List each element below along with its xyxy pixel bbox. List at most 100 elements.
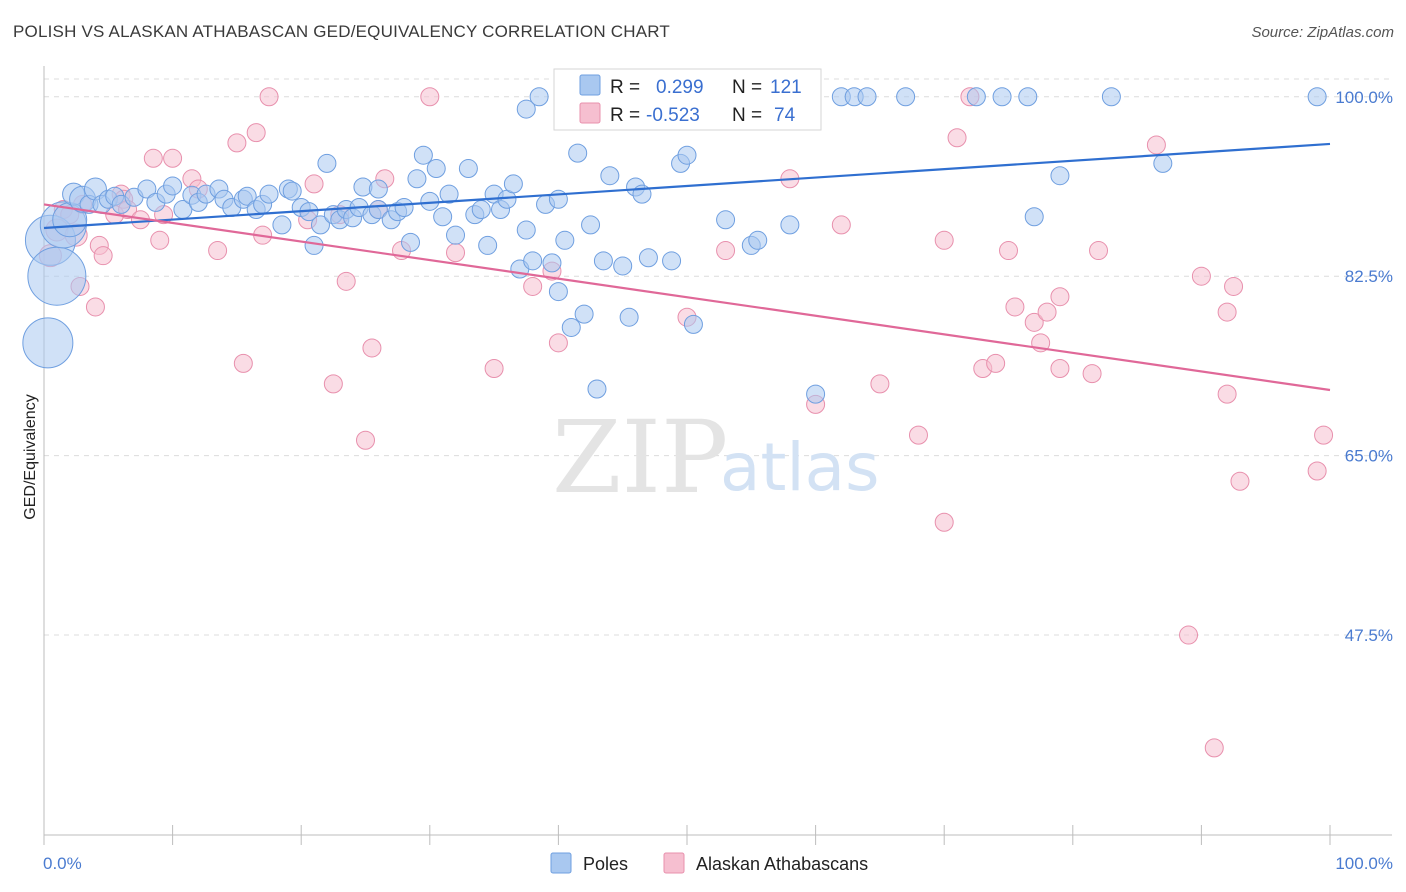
point-athabascans-72 xyxy=(1307,461,1327,481)
point-poles-29 xyxy=(259,184,279,204)
point-poles-95 xyxy=(716,210,736,230)
point-athabascans-42 xyxy=(548,333,568,353)
point-poles-104 xyxy=(966,87,986,107)
y-axis-title: GED/Equivalency xyxy=(22,394,39,519)
point-athabascans-23 xyxy=(233,353,253,373)
point-athabascans-65 xyxy=(1179,625,1199,645)
watermark: ZIP atlas xyxy=(552,399,880,516)
point-poles-73 xyxy=(548,282,568,302)
point-athabascans-29 xyxy=(323,374,343,394)
point-poles-52 xyxy=(413,145,433,165)
point-athabascans-56 xyxy=(1005,297,1025,317)
point-poles-109 xyxy=(1153,153,1173,173)
stats-n-label-poles: N = xyxy=(732,77,762,98)
point-poles-99 xyxy=(806,384,826,404)
point-poles-98 xyxy=(780,215,800,235)
stats-legend: R = 0.299 N = 121 R = -0.523 N = 74 xyxy=(553,68,822,131)
point-athabascans-18 xyxy=(163,148,183,168)
point-athabascans-40 xyxy=(523,276,543,296)
point-poles-78 xyxy=(574,304,594,324)
point-poles-110 xyxy=(1024,207,1044,227)
point-poles-51 xyxy=(407,169,427,189)
bottom-legend: Poles Alaskan Athabascans xyxy=(550,852,868,874)
point-poles-30 xyxy=(272,215,292,235)
point-poles-56 xyxy=(439,184,459,204)
point-poles-35 xyxy=(304,235,324,255)
point-poles-87 xyxy=(638,248,658,268)
point-athabascans-70 xyxy=(1224,276,1244,296)
point-athabascans-66 xyxy=(1191,266,1211,286)
point-poles-76 xyxy=(561,317,581,337)
point-poles-84 xyxy=(619,307,639,327)
point-athabascans-22 xyxy=(227,133,247,153)
legend-label-poles: Poles xyxy=(583,854,628,874)
point-poles-69 xyxy=(516,99,536,119)
trend-line-athabascans xyxy=(43,203,1331,392)
point-athabascans-31 xyxy=(336,271,356,291)
point-athabascans-49 xyxy=(908,425,928,445)
point-poles-81 xyxy=(593,251,613,271)
point-athabascans-33 xyxy=(362,338,382,358)
point-poles-77 xyxy=(568,143,588,163)
series-poles-points xyxy=(22,87,1327,404)
point-athabascans-44 xyxy=(716,241,736,261)
x-tick-label-0: 0.0% xyxy=(43,854,82,873)
watermark-atlas: atlas xyxy=(720,429,880,506)
point-poles-70 xyxy=(529,87,549,107)
point-athabascans-38 xyxy=(446,243,466,263)
point-poles-92 xyxy=(677,145,697,165)
point-athabascans-24 xyxy=(246,123,266,143)
stats-r-value-poles: 0.299 xyxy=(656,77,704,98)
legend-swatch-poles xyxy=(550,852,572,874)
y-tick-label-2: 82.5% xyxy=(1345,267,1393,286)
point-poles-108 xyxy=(1101,87,1121,107)
point-poles-89 xyxy=(662,251,682,271)
point-poles-93 xyxy=(683,314,703,334)
point-athabascans-69 xyxy=(1217,302,1237,322)
point-athabascans-51 xyxy=(934,230,954,250)
point-athabascans-71 xyxy=(1230,471,1250,491)
tick-labels: 47.5% 65.0% 82.5% 100.0% 0.0% 100.0% xyxy=(43,88,1393,873)
stats-r-label-poles: R = xyxy=(610,77,640,98)
point-poles-107 xyxy=(1050,166,1070,186)
point-athabascans-60 xyxy=(1050,358,1070,378)
point-poles-105 xyxy=(992,87,1012,107)
point-poles-80 xyxy=(587,379,607,399)
source-label: Source: ZipAtlas.com xyxy=(1251,24,1394,41)
point-poles-102 xyxy=(857,87,877,107)
point-poles-58 xyxy=(458,159,478,179)
y-tick-label-1: 65.0% xyxy=(1345,447,1393,466)
point-athabascans-28 xyxy=(304,174,324,194)
stats-r-value-athabascans: -0.523 xyxy=(646,105,700,126)
point-athabascans-50 xyxy=(934,512,954,532)
point-poles-17 xyxy=(163,176,183,196)
point-poles-1 xyxy=(27,246,87,306)
point-athabascans-21 xyxy=(208,241,228,261)
point-athabascans-37 xyxy=(420,87,440,107)
point-athabascans-26 xyxy=(259,87,279,107)
point-athabascans-52 xyxy=(947,128,967,148)
point-poles-83 xyxy=(613,256,633,276)
stats-n-value-poles: 121 xyxy=(770,77,802,98)
stats-n-value-athabascans: 74 xyxy=(774,105,796,126)
point-poles-2 xyxy=(22,317,74,369)
point-poles-46 xyxy=(368,179,388,199)
point-poles-26 xyxy=(237,186,257,206)
point-athabascans-47 xyxy=(831,215,851,235)
point-athabascans-62 xyxy=(1082,364,1102,384)
legend-label-athabascans: Alaskan Athabascans xyxy=(696,854,868,874)
point-poles-103 xyxy=(896,87,916,107)
point-athabascans-67 xyxy=(1204,738,1224,758)
point-athabascans-55 xyxy=(999,241,1018,261)
point-poles-14 xyxy=(137,179,157,199)
point-poles-60 xyxy=(471,200,491,220)
stats-legend-swatch-athabascans xyxy=(579,102,601,124)
point-poles-97 xyxy=(748,230,768,250)
point-athabascans-7 xyxy=(85,297,105,317)
point-poles-67 xyxy=(516,220,536,240)
chart-title: POLISH VS ALASKAN ATHABASCAN GED/EQUIVAL… xyxy=(13,22,671,41)
point-athabascans-73 xyxy=(1314,425,1334,445)
point-poles-49 xyxy=(394,197,414,217)
point-athabascans-68 xyxy=(1217,384,1237,404)
